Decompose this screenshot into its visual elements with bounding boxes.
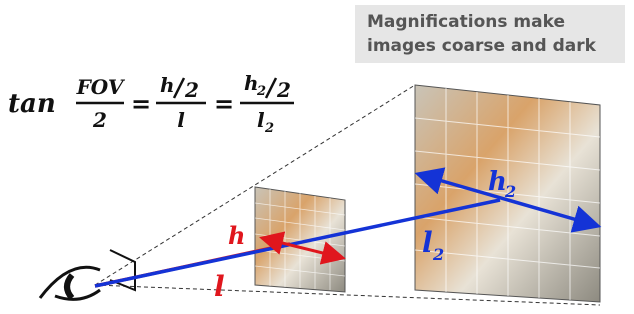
formula-text: h [160,73,175,97]
near-distance-label: l [214,270,225,303]
far-distance-label: l [422,226,433,259]
callout-line: images coarse and dark [367,36,597,56]
slash [174,78,184,98]
near-height-label: h [228,221,245,250]
diagram: Magnifications make images coarse and da… [0,0,634,314]
formula: tan FOV 2 = h 2 l = h 2 2 l 2 [8,71,294,136]
formula-text: FOV [76,75,126,99]
formula-text: 2 [92,108,107,132]
formula-sub: 2 [264,121,274,136]
far-distance-sub: 2 [432,245,444,264]
formula-text: 2 [184,78,199,102]
formula-fn: tan [8,89,56,119]
callout-line: Magnifications make [367,12,565,32]
formula-eq: = [214,89,234,118]
formula-text: l [257,108,265,132]
formula-text: l [177,108,185,132]
formula-text: 2 [276,78,291,102]
eye [40,250,135,299]
formula-sub: 2 [256,84,266,99]
far-height-sub: 2 [504,182,516,201]
slash [266,78,276,98]
formula-eq: = [131,89,151,118]
